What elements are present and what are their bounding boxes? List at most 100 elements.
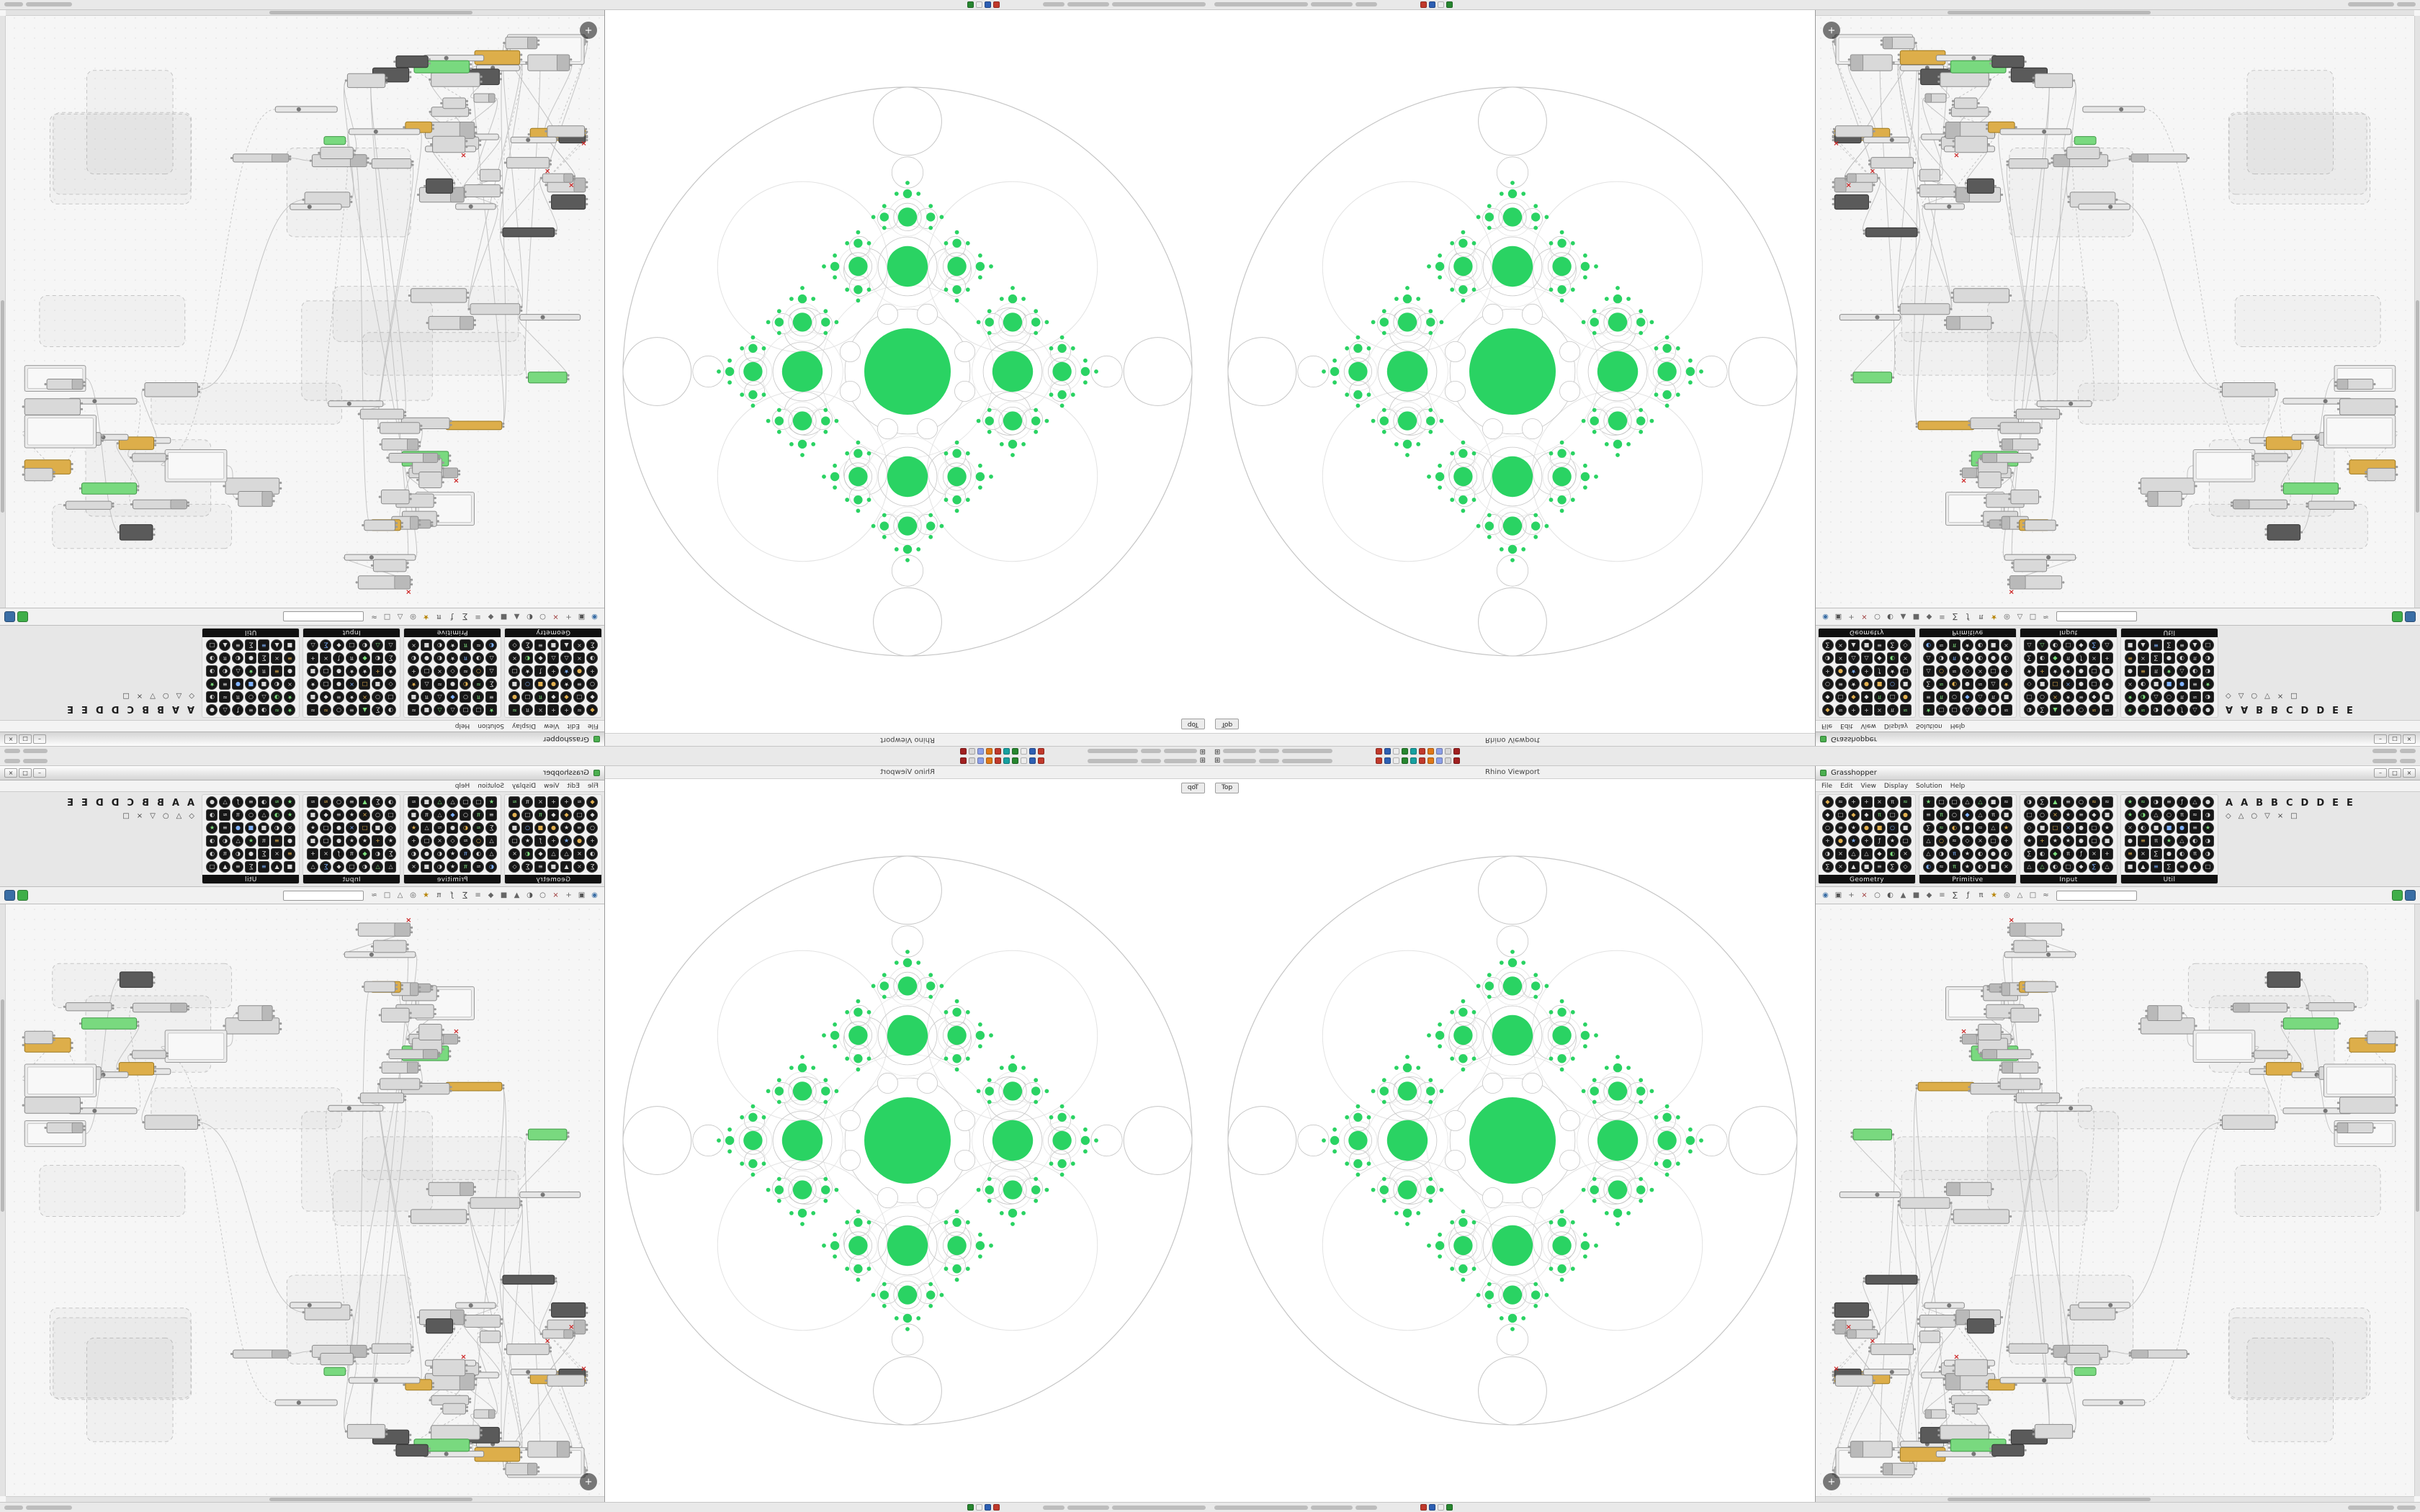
input-nub[interactable] (80, 402, 84, 405)
component-icon[interactable]: ∑ (372, 704, 384, 716)
gh-node[interactable] (2308, 1002, 2355, 1012)
output-nub[interactable] (503, 161, 507, 164)
component-icon[interactable]: ◇ (508, 639, 521, 651)
component-icon[interactable]: ƒ (534, 835, 547, 847)
input-nub[interactable] (2008, 71, 2011, 73)
toolbar-icon[interactable]: ≡ (475, 891, 481, 899)
output-nub[interactable] (379, 1066, 382, 1069)
input-nub[interactable] (2013, 1095, 2017, 1098)
input-nub[interactable] (428, 1451, 431, 1454)
gh-node[interactable] (65, 500, 112, 510)
palette-group-label[interactable]: Input (303, 875, 400, 884)
component-icon[interactable]: □ (1899, 835, 1912, 847)
output-nub[interactable] (539, 176, 542, 179)
gh-node[interactable] (1870, 1344, 1914, 1355)
input-nub[interactable] (385, 1428, 388, 1431)
gh-node[interactable] (323, 136, 346, 145)
input-nub[interactable] (2145, 500, 2148, 503)
input-nub[interactable] (403, 410, 407, 413)
input-nub[interactable] (1832, 1328, 1834, 1331)
output-nub[interactable] (2015, 126, 2017, 129)
output-nub[interactable] (2024, 1449, 2027, 1452)
window-button-minimize[interactable]: – (2374, 768, 2387, 778)
output-nub[interactable] (116, 442, 119, 445)
tray-icon[interactable] (1028, 748, 1036, 755)
node-group-box[interactable] (49, 1308, 192, 1399)
component-icon[interactable]: ƒ (534, 665, 547, 677)
output-nub[interactable] (1913, 161, 1917, 164)
input-nub[interactable] (1997, 1081, 2000, 1084)
input-nub[interactable] (420, 428, 423, 431)
start-icon[interactable]: ⊞ (1214, 756, 1221, 765)
component-icon[interactable]: ◐ (1974, 861, 1986, 873)
input-nub[interactable] (480, 75, 483, 78)
component-icon[interactable]: ◑ (2023, 704, 2035, 716)
toolbar-icon[interactable]: ◉ (1822, 891, 1829, 899)
component-icon[interactable]: ■ (2163, 822, 2175, 834)
gh-node[interactable] (2339, 1097, 2396, 1114)
tray-icon[interactable] (1003, 757, 1010, 764)
component-icon[interactable]: ◐ (219, 835, 231, 847)
tray-icon[interactable] (1453, 748, 1461, 755)
input-nub[interactable] (499, 1437, 503, 1440)
component-icon[interactable]: π (460, 639, 472, 651)
input-nub[interactable] (442, 1034, 444, 1037)
slider-grip[interactable] (1971, 1452, 1976, 1457)
input-nub[interactable] (520, 305, 523, 308)
component-icon[interactable]: π (232, 691, 244, 703)
input-nub[interactable] (586, 40, 588, 43)
gh-node[interactable] (1919, 184, 1956, 197)
input-nub[interactable] (1976, 462, 1978, 464)
component-icon[interactable]: △ (1974, 691, 1986, 703)
gh-node[interactable] (118, 1062, 155, 1076)
output-nub[interactable] (503, 1348, 507, 1351)
input-nub[interactable] (2032, 81, 2035, 84)
input-nub[interactable] (395, 987, 398, 990)
output-nub[interactable] (44, 1126, 47, 1129)
component-icon[interactable]: π (534, 691, 547, 703)
input-nub[interactable] (1959, 473, 1963, 476)
input-nub[interactable] (2347, 462, 2349, 466)
output-nub[interactable] (63, 1005, 66, 1008)
gh-node[interactable] (1919, 168, 1941, 181)
component-icon[interactable]: ◐ (460, 678, 472, 690)
menu-item-solution[interactable]: Solution (478, 722, 504, 730)
gh-node[interactable] (2308, 500, 2355, 510)
component-icon[interactable]: △ (1847, 652, 1860, 664)
input-nub[interactable] (438, 458, 441, 461)
node-group-box[interactable] (301, 1111, 433, 1212)
input-nub[interactable] (1915, 422, 1918, 426)
component-icon[interactable]: ★ (2124, 691, 2136, 703)
component-icon[interactable]: ■ (421, 861, 433, 873)
gh-node[interactable] (1863, 1369, 1910, 1376)
output-nub[interactable] (370, 564, 374, 567)
output-nub[interactable] (22, 473, 24, 476)
output-nub[interactable] (22, 465, 24, 469)
input-nub[interactable] (2334, 1128, 2337, 1131)
component-icon[interactable]: △ (434, 704, 446, 716)
component-icon[interactable]: ◆ (534, 848, 547, 860)
input-nub[interactable] (1880, 39, 1883, 42)
input-nub[interactable] (2219, 390, 2223, 393)
component-icon[interactable]: ◐ (434, 639, 446, 651)
input-nub[interactable] (1832, 202, 1834, 206)
component-icon[interactable]: ◑ (2202, 835, 2214, 847)
canvas-search-input[interactable] (2056, 611, 2137, 622)
input-nub[interactable] (153, 981, 156, 984)
gh-node[interactable] (528, 1128, 568, 1140)
component-icon[interactable]: ◐ (372, 848, 384, 860)
tray-icon[interactable] (977, 748, 984, 755)
input-nub[interactable] (1897, 309, 1900, 312)
component-icon[interactable]: × (2000, 861, 2012, 873)
input-nub[interactable] (279, 1022, 282, 1025)
component-icon[interactable]: ≈ (271, 796, 283, 808)
input-nub[interactable] (112, 1007, 115, 1010)
output-nub[interactable] (1994, 1325, 1996, 1328)
component-icon[interactable]: ◑ (258, 704, 270, 716)
input-nub[interactable] (1832, 197, 1834, 201)
component-icon[interactable]: △ (2036, 861, 2048, 873)
category-tab-icon[interactable]: △ (176, 812, 182, 820)
gh-node[interactable] (328, 400, 384, 408)
input-nub[interactable] (479, 1366, 482, 1369)
component-icon[interactable]: ≈ (1935, 678, 1948, 690)
